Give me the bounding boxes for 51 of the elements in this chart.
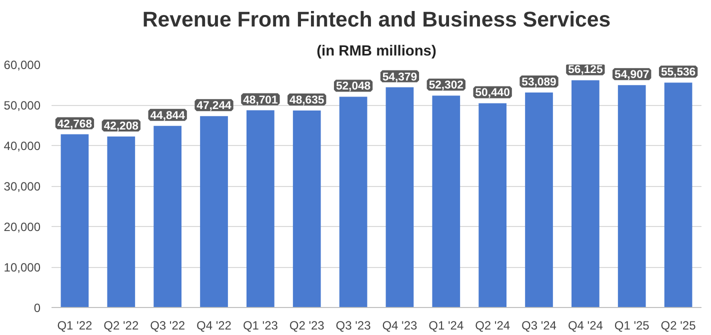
x-tick-label: Q2 '25 xyxy=(660,318,696,332)
bar xyxy=(478,103,506,308)
x-tick-label: Q1 '22 xyxy=(57,318,93,332)
data-label: 52,048 xyxy=(336,80,371,93)
data-label: 47,244 xyxy=(196,100,232,112)
bar xyxy=(200,116,228,308)
data-label: 44,844 xyxy=(150,110,186,122)
x-tick-label: Q3 '23 xyxy=(336,318,372,332)
x-tick-label: Q2 '24 xyxy=(475,318,510,332)
bar xyxy=(386,87,414,308)
x-tick-label: Q3 '24 xyxy=(522,318,557,332)
bar xyxy=(292,110,321,308)
x-tick-label: Q2 '22 xyxy=(104,318,139,332)
bar xyxy=(60,134,89,308)
bar xyxy=(107,136,136,308)
bar xyxy=(246,110,274,308)
x-tick-label: Q2 '23 xyxy=(289,318,325,332)
x-tick-label: Q1 '25 xyxy=(614,318,650,332)
bar xyxy=(432,96,460,308)
data-label: 48,635 xyxy=(290,94,324,107)
bar xyxy=(339,96,368,308)
bar xyxy=(664,82,692,308)
x-tick-label: Q3 '22 xyxy=(150,318,186,332)
y-tick-label: 60,000 xyxy=(4,58,41,72)
data-label: 54,907 xyxy=(614,69,650,82)
x-tick-label: Q4 '24 xyxy=(568,318,604,332)
y-tick-label: 20,000 xyxy=(4,220,41,234)
x-tick-label: Q4 '22 xyxy=(196,318,232,332)
bar xyxy=(154,126,182,308)
chart-title: Revenue From Fintech and Business Services xyxy=(142,8,611,32)
chart-subtitle: (in RMB millions) xyxy=(316,44,436,60)
x-tick-label: Q1 '23 xyxy=(242,318,278,332)
y-tick-label: 30,000 xyxy=(4,180,41,194)
y-tick-label: 50,000 xyxy=(4,98,41,112)
y-tick-label: 40,000 xyxy=(4,139,41,153)
data-label: 42,208 xyxy=(104,120,138,133)
data-label: 56,125 xyxy=(568,64,603,76)
data-label: 52,302 xyxy=(428,80,464,92)
data-label: 54,379 xyxy=(382,71,418,84)
data-label: 53,089 xyxy=(522,76,556,88)
data-label: 42,768 xyxy=(57,118,92,130)
data-label: 48,701 xyxy=(243,94,278,106)
x-tick-label: Q1 '24 xyxy=(428,318,464,332)
data-label: 50,440 xyxy=(475,87,510,100)
data-label: 55,536 xyxy=(660,66,696,79)
bar xyxy=(618,85,646,308)
bar xyxy=(572,80,600,308)
y-tick-label: 10,000 xyxy=(4,260,41,274)
y-tick-label: 0 xyxy=(34,301,41,315)
bar xyxy=(525,92,553,308)
x-tick-label: Q4 '23 xyxy=(382,318,418,332)
